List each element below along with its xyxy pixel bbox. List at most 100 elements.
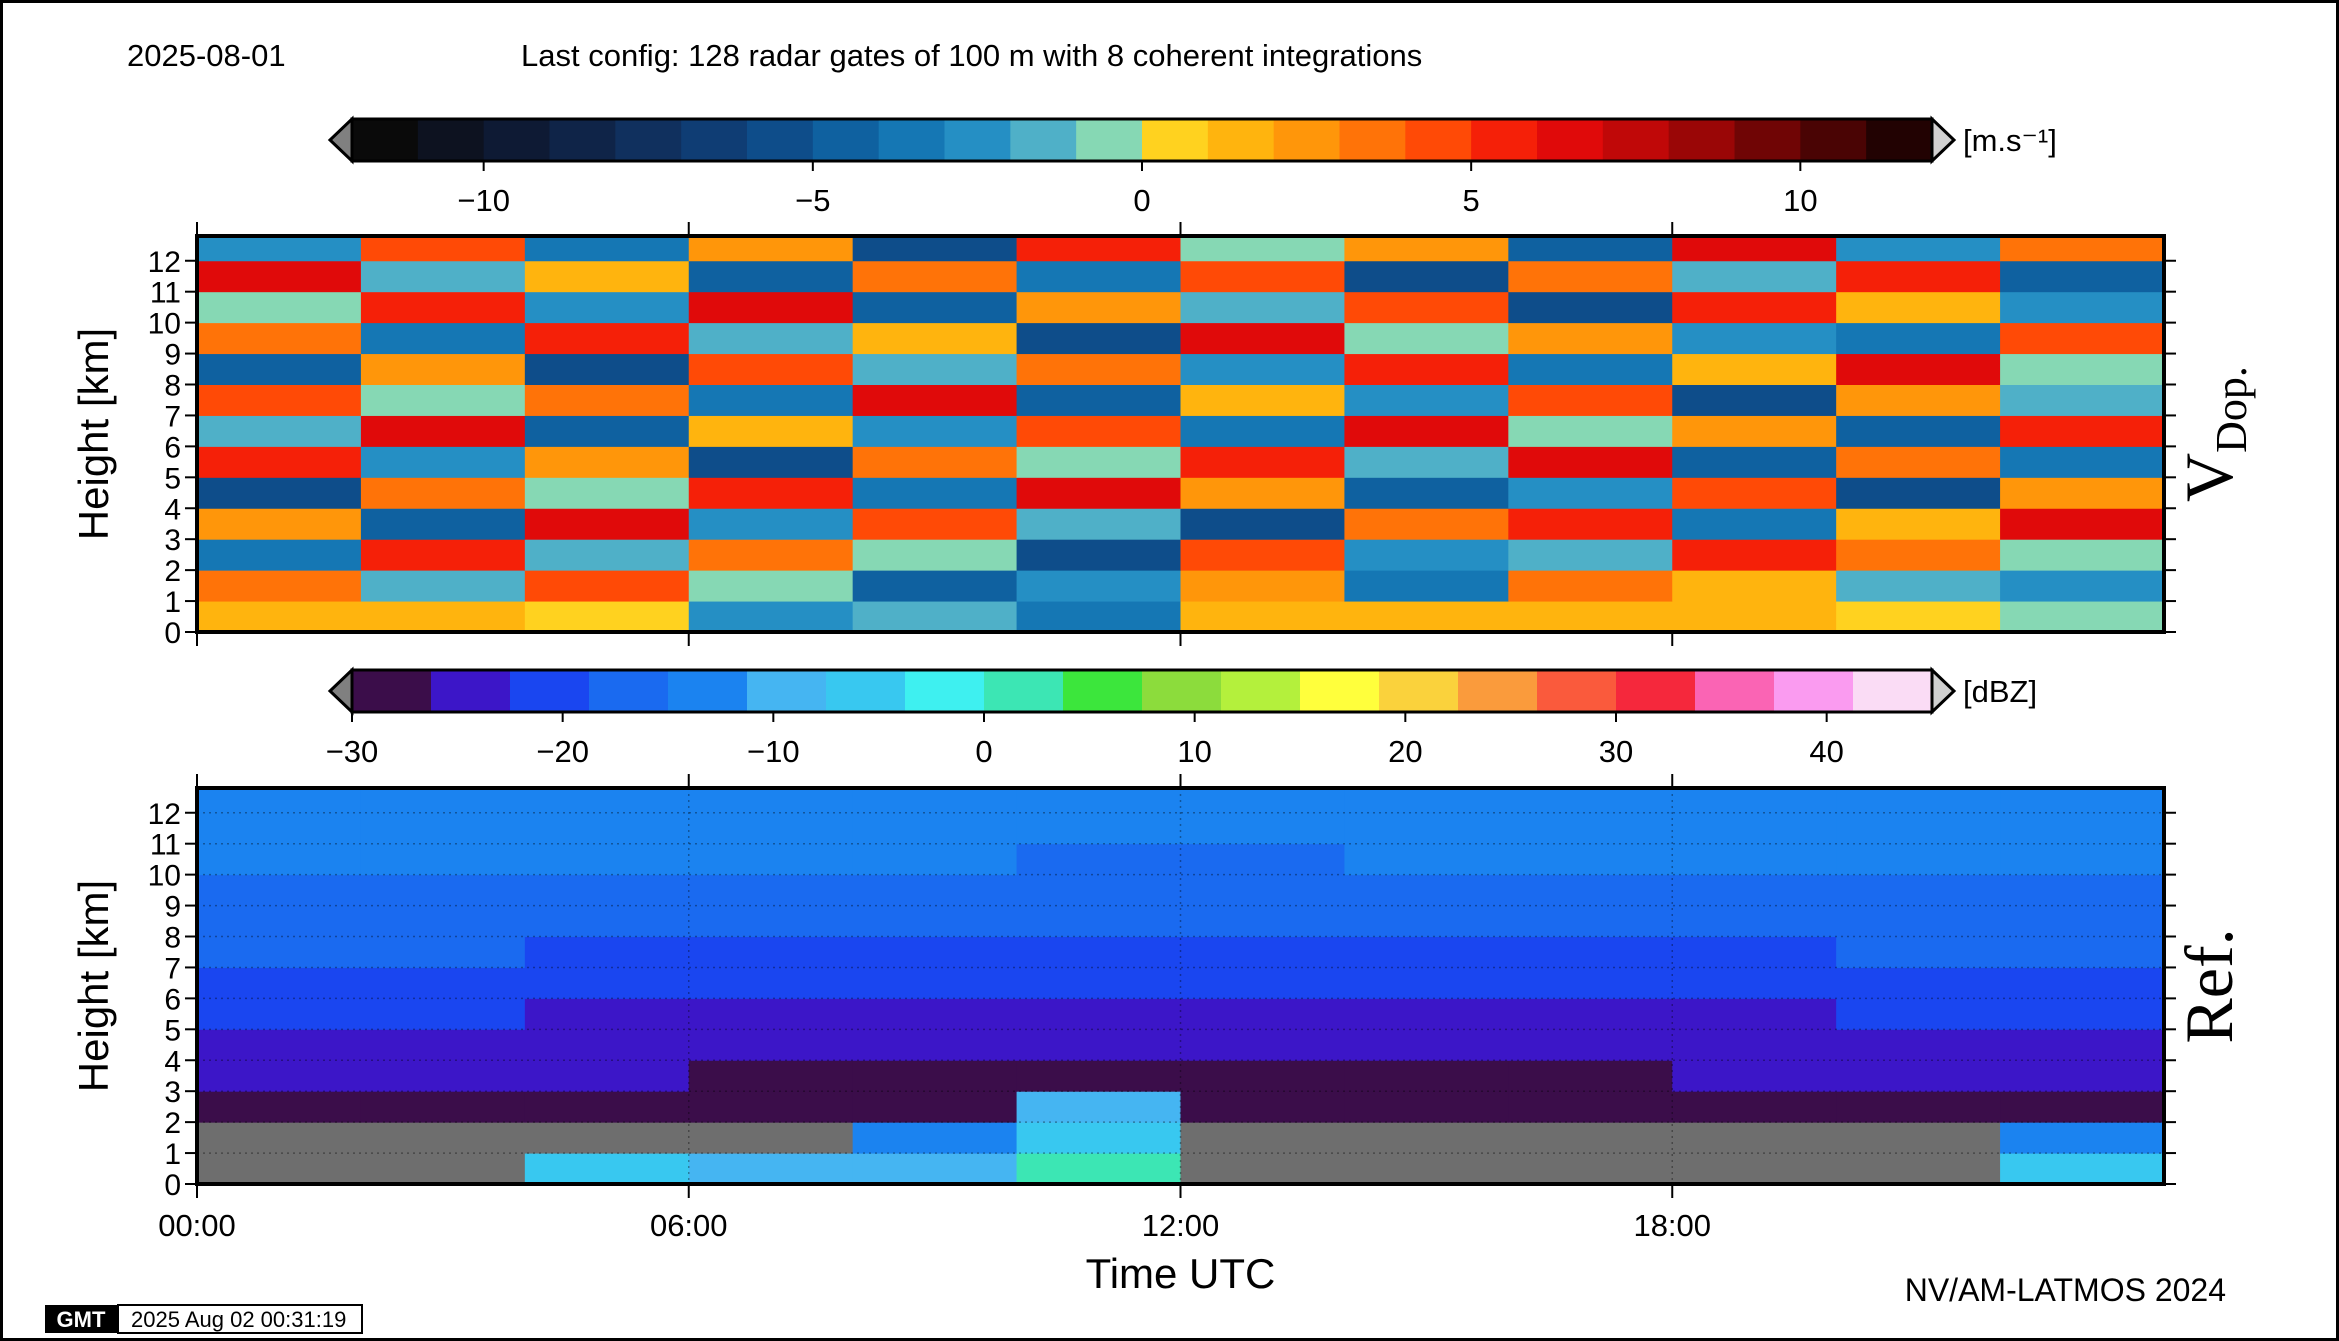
heatmap-cell [688,1060,854,1092]
heatmap-cell [524,874,690,907]
heatmap-cell [1180,874,1345,907]
heatmap-cell [1180,384,1345,416]
heatmap-cell [1672,812,1837,845]
heatmap-cell [1836,936,2001,968]
colorbar-tick-label: 5 [1463,183,1480,218]
heatmap-cell [852,936,1018,968]
colorbar-segment [1866,119,1933,161]
heatmap-cell [1836,508,2001,540]
heatmap-cell [1836,1122,2001,1154]
colorbar-segment [549,119,616,161]
heatmap-cell [688,291,854,324]
heatmap-cell [852,967,1018,999]
colorbar-segment [1142,670,1222,712]
heatmap-cell [1672,936,1837,968]
heatmap-cell [852,874,1018,907]
heatmap-cell [852,998,1018,1030]
colorbar-tick-label: −10 [457,183,510,218]
heatmap-cell [1836,539,2001,571]
heatmap-cell [2000,905,2165,937]
heatmap-cell [360,905,526,937]
heatmap-cell [1836,570,2001,602]
heatmap-cell [1344,905,1509,937]
heatmap-cell [1016,415,1181,447]
colorbar-tick-label: 0 [975,734,992,769]
colorbar-segment [1063,670,1143,712]
heatmap-cell [1344,353,1509,385]
heatmap-cell [852,1060,1018,1092]
heatmap-cell [360,539,526,571]
colorbar-segment [747,670,827,712]
heatmap-cell [1016,843,1181,876]
y-axis-label: Height [km] [70,880,117,1092]
heatmap-cell [852,236,1018,262]
heatmap-cell [852,570,1018,602]
y-tick-label: 10 [148,860,181,893]
heatmap-cell [2000,260,2165,293]
heatmap-cell [1016,812,1181,845]
heatmap-cell [1344,1153,1509,1185]
heatmap-cell [1180,812,1345,845]
heatmap-cell [1180,1091,1345,1123]
heatmap-cell [360,1153,526,1185]
heatmap-cell [524,905,690,937]
side-label: VDop. [2171,366,2256,502]
heatmap-cell [1672,1029,1837,1061]
heatmap-cell [1180,1122,1345,1154]
heatmap-cell [1672,601,1837,633]
heatmap-cell [360,260,526,293]
heatmap-cell [2000,936,2165,968]
heatmap-cell [360,601,526,633]
heatmap-cell [524,788,690,814]
colorbar-segment [1853,670,1933,712]
heatmap-cell [197,1029,362,1061]
heatmap-cell [688,446,854,478]
heatmap-cell [1508,936,1673,968]
heatmap-cell [524,1153,690,1185]
heatmap-cell [524,967,690,999]
y-tick-label: 1 [164,586,181,619]
heatmap-cell [2000,570,2165,602]
heatmap-cell [852,905,1018,937]
y-tick-label: 11 [150,277,181,310]
y-tick-label: 4 [164,493,181,526]
heatmap-cell [1836,788,2001,814]
heatmap-cell [2000,322,2165,355]
heatmap-cell [524,446,690,478]
heatmap-cell [852,1029,1018,1061]
heatmap-cell [1180,291,1345,324]
heatmap-cell [197,998,362,1030]
heatmap-cell [1508,384,1673,416]
colorbar-segment [826,670,906,712]
logo: GMT [57,1307,106,1332]
colorbar-unit: [dBZ] [1963,674,2037,709]
heatmap-cell [524,812,690,845]
heatmap-cell [1672,967,1837,999]
y-tick-label: 8 [164,370,181,403]
heatmap-cell [1180,998,1345,1030]
heatmap-cell [1508,1153,1673,1185]
heatmap-cell [360,936,526,968]
heatmap-cell [1344,788,1509,814]
heatmap-cell [1836,322,2001,355]
heatmap-cell [1016,788,1181,814]
heatmap-cell [1016,446,1181,478]
x-tick-label: 12:00 [1142,1208,1220,1243]
heatmap-cell [2000,415,2165,447]
heatmap-cell [524,998,690,1030]
heatmap-cell [1836,353,2001,385]
colorbar-segment [1207,119,1275,161]
colorbar-segment [1405,119,1472,161]
heatmap-cell [524,415,690,447]
heatmap-cell [1672,843,1837,876]
heatmap-cell [852,788,1018,814]
heatmap-cell [360,998,526,1030]
heatmap-cell [1016,874,1181,907]
heatmap-cell [197,843,362,876]
heatmap-cell [852,1091,1018,1123]
heatmap-cell [1836,874,2001,907]
heatmap-cell [524,601,690,633]
heatmap-cell [360,477,526,509]
heatmap-cell [197,812,362,845]
heatmap-cell [524,570,690,602]
